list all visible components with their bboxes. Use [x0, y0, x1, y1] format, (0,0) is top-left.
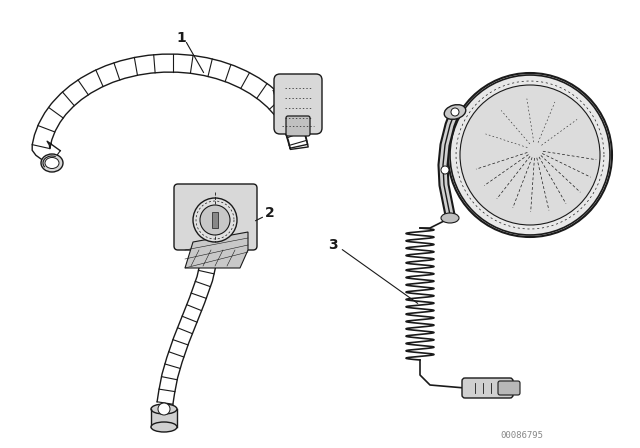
Text: 1: 1	[176, 31, 186, 45]
Ellipse shape	[151, 404, 177, 414]
FancyBboxPatch shape	[274, 74, 322, 134]
Circle shape	[158, 403, 170, 415]
Circle shape	[448, 73, 612, 237]
Bar	[151, 409, 177, 427]
Bar	[212, 212, 218, 228]
Polygon shape	[157, 258, 217, 404]
Polygon shape	[32, 54, 308, 165]
Text: 3: 3	[328, 238, 338, 252]
Circle shape	[193, 198, 237, 242]
FancyBboxPatch shape	[462, 378, 513, 398]
Ellipse shape	[444, 105, 466, 119]
Text: 2: 2	[265, 206, 275, 220]
Ellipse shape	[151, 422, 177, 432]
FancyBboxPatch shape	[174, 184, 257, 250]
Circle shape	[460, 85, 600, 225]
FancyBboxPatch shape	[498, 381, 520, 395]
Ellipse shape	[441, 213, 459, 223]
Ellipse shape	[41, 154, 63, 172]
Polygon shape	[185, 232, 248, 268]
Circle shape	[451, 108, 459, 116]
Circle shape	[441, 166, 449, 174]
Ellipse shape	[45, 158, 59, 168]
Circle shape	[450, 75, 610, 235]
Circle shape	[200, 205, 230, 235]
FancyBboxPatch shape	[286, 116, 310, 136]
Text: 00086795: 00086795	[500, 431, 543, 439]
